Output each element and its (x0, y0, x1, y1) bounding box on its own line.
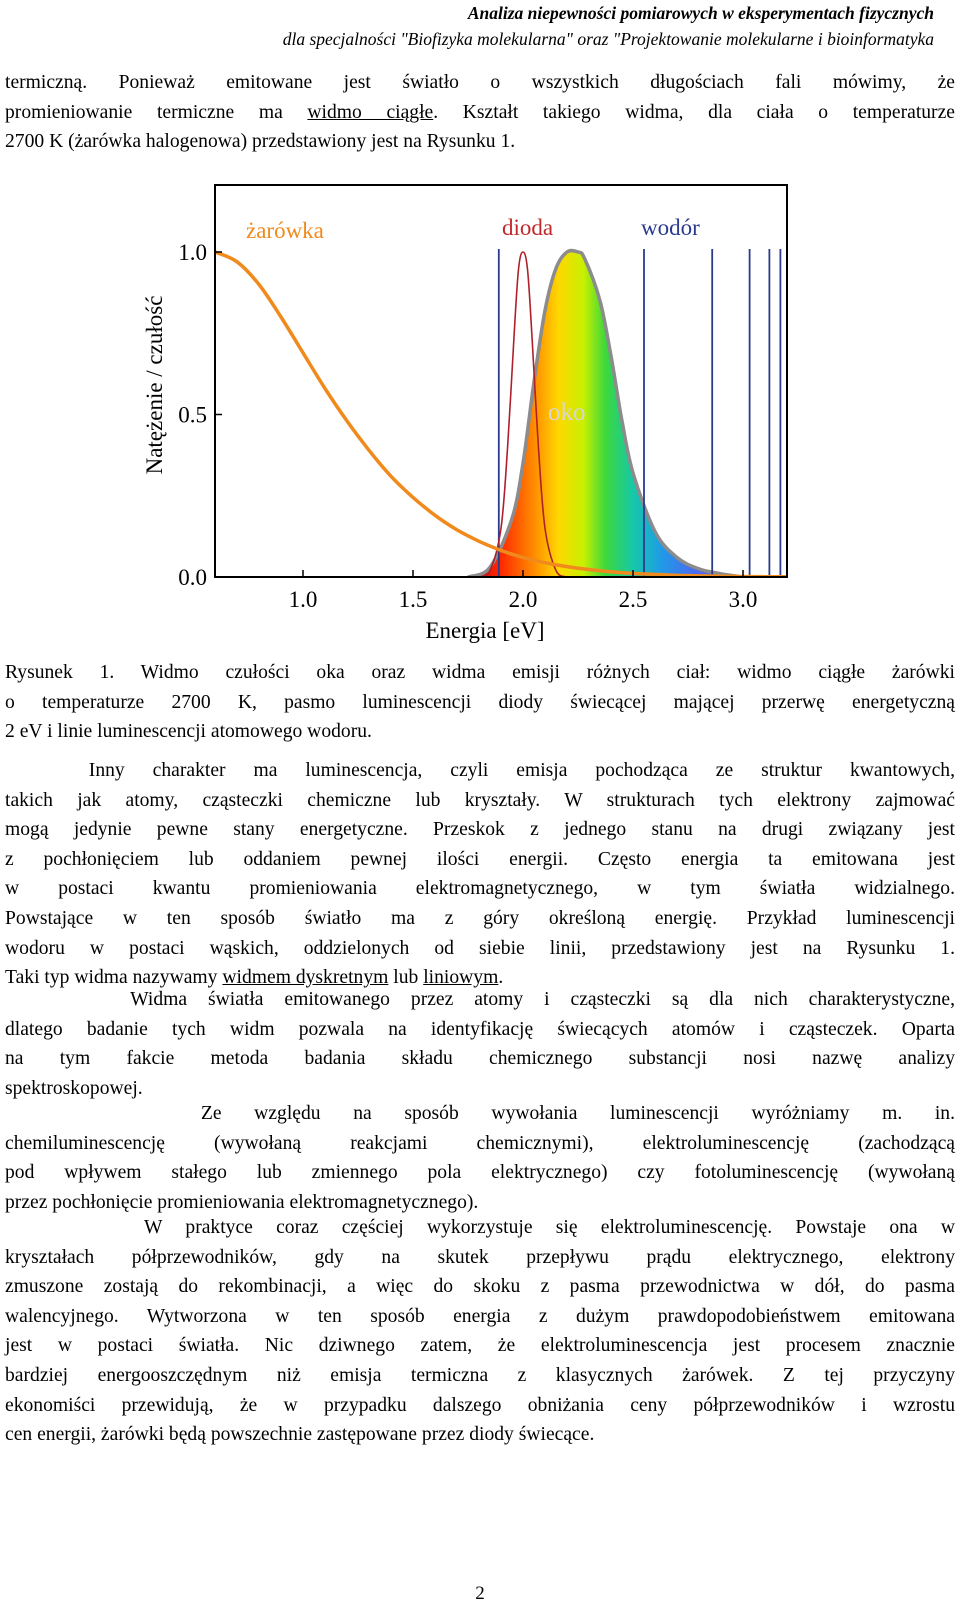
text-line: bardziej energooszczędnym niż emisja ter… (5, 1364, 955, 1386)
text-line: zmuszone zostają do rekombinacji, a więc… (5, 1276, 955, 1298)
text-line: Widma światła emitowanego przez atomy i … (5, 989, 955, 1010)
intro-text: promieniowanie termiczne ma (5, 101, 308, 123)
text-line: Ze względu na sposób wywołania luminesce… (5, 1103, 955, 1124)
eye-sensitivity-fill (468, 250, 743, 577)
text-line: przez pochłonięcie promieniowania elektr… (5, 1191, 479, 1213)
text-line: Inny charakter ma luminescencja, czyli e… (5, 760, 955, 781)
text-span: Taki typ widma nazywamy (5, 967, 223, 989)
eye-sensitivity-curve (467, 248, 744, 577)
text-line: Powstające w ten sposób światło ma z gór… (5, 907, 955, 929)
x-tick-label: 1.0 (289, 587, 318, 612)
intro-text: . Kształt takiego widma, dla ciała o tem… (433, 101, 955, 123)
text-line: takich jak atomy, cząsteczki chemiczne l… (5, 789, 955, 811)
term-widmo-ciagle: widmo ciągłe (307, 101, 434, 123)
paragraph-types: Ze względu na sposób wywołania luminesce… (5, 1099, 955, 1217)
intro-line-2: promieniowanie termiczne ma widmo ciągłe… (5, 98, 955, 128)
text-line: dlatego badanie tych widm pozwala na ide… (5, 1018, 955, 1040)
y-tick-label: 0.0 (178, 565, 207, 590)
diode-emission-curve (478, 251, 568, 577)
paragraph-electroluminescence: W praktyce coraz częściej wykorzystuje s… (5, 1213, 955, 1450)
caption-line: 2 eV i linie luminescencji atomowego wod… (5, 721, 372, 743)
annotation-oko: oko (548, 399, 586, 426)
spectrum-figure: 1.0 1.5 2.0 2.5 3.0 0.0 0.5 1.0 Natężenie / czu… (142, 184, 788, 643)
page-number: 2 (475, 1583, 485, 1604)
annotation-zarowka: żarówka (246, 218, 324, 243)
plot-series-group (215, 248, 787, 577)
text-line: ekonomiści przewidują, że w przypadku da… (5, 1394, 955, 1416)
figure-caption: Rysunek 1. Widmo czułości oka oraz widma… (5, 658, 955, 747)
y-tick-label: 0.5 (178, 403, 207, 428)
running-header: Analiza niepewności pomiarowych w eksper… (283, 0, 934, 52)
x-tick-label: 2.5 (619, 587, 648, 612)
text-line: mogą jedynie pewne stany energetyczne. P… (5, 819, 955, 841)
text-line: w postaci kwantu promieniowania elektrom… (5, 878, 955, 900)
plot-area: 1.0 1.5 2.0 2.5 3.0 0.0 0.5 1.0 (178, 184, 788, 612)
text-span: lub (388, 967, 424, 989)
text-line: spektroskopowej. (5, 1077, 143, 1099)
text-line: pod wpływem stałego lub zmiennego pola e… (5, 1162, 955, 1184)
y-axis-label: Natężenie / czułość (142, 296, 167, 475)
x-tick-label: 2.0 (509, 587, 538, 612)
intro-paragraph: termiczną. Ponieważ emitowane jest świat… (5, 68, 955, 157)
term-widmo-dyskretne: widmem dyskretnym (222, 967, 389, 989)
bulb-spectrum-curve (215, 250, 787, 577)
text-line: kryształach półprzewodników, gdy na skut… (5, 1246, 955, 1268)
text-line: cen energii, żarówki będą powszechnie za… (5, 1424, 595, 1446)
annotation-dioda: dioda (502, 215, 553, 240)
caption-line: Rysunek 1. Widmo czułości oka oraz widma… (5, 662, 955, 683)
caption-line: o temperaturze 2700 K, pasmo luminescenc… (5, 691, 955, 713)
plot-frame (214, 184, 788, 578)
x-tick-label: 1.5 (399, 587, 428, 612)
text-line: wodoru w postaci wąskich, oddzielonych o… (5, 937, 955, 959)
term-liniowe: liniowym (423, 967, 499, 989)
text-span: . (498, 967, 504, 989)
text-line: Taki typ widma nazywamy widmem dyskretny… (5, 963, 955, 993)
x-tick-label: 3.0 (729, 587, 758, 612)
paragraph-spectroscopy: Widma światła emitowanego przez atomy i … (5, 985, 955, 1103)
text-line: walencyjnego. Wytworzona w ten sposób en… (5, 1305, 955, 1327)
y-tick-label: 1.0 (178, 240, 207, 265)
text-line: z pochłonięciem lub oddaniem pewnej iloś… (5, 848, 955, 870)
annotation-wodor: wodór (641, 215, 700, 240)
paragraph-luminescence: Inny charakter ma luminescencja, czyli e… (5, 756, 955, 993)
x-axis-label: Energia [eV] (426, 618, 545, 643)
header-title: Analiza niepewności pomiarowych w eksper… (467, 3, 934, 23)
header-subtitle: dla specjalności "Biofizyka molekularna"… (282, 29, 934, 49)
text-line: W praktyce coraz częściej wykorzystuje s… (5, 1217, 955, 1238)
intro-line-3: 2700 K (żarówka halogenowa) przedstawion… (5, 131, 516, 153)
intro-line-1: termiczną. Ponieważ emitowane jest świat… (5, 72, 955, 93)
text-line: chemiluminescencję (wywołaną reakcjami c… (5, 1132, 955, 1154)
text-line: jest w postaci światła. Nic dziwnego zat… (5, 1335, 955, 1357)
text-line: na tym fakcie metoda badania składu chem… (5, 1048, 955, 1070)
